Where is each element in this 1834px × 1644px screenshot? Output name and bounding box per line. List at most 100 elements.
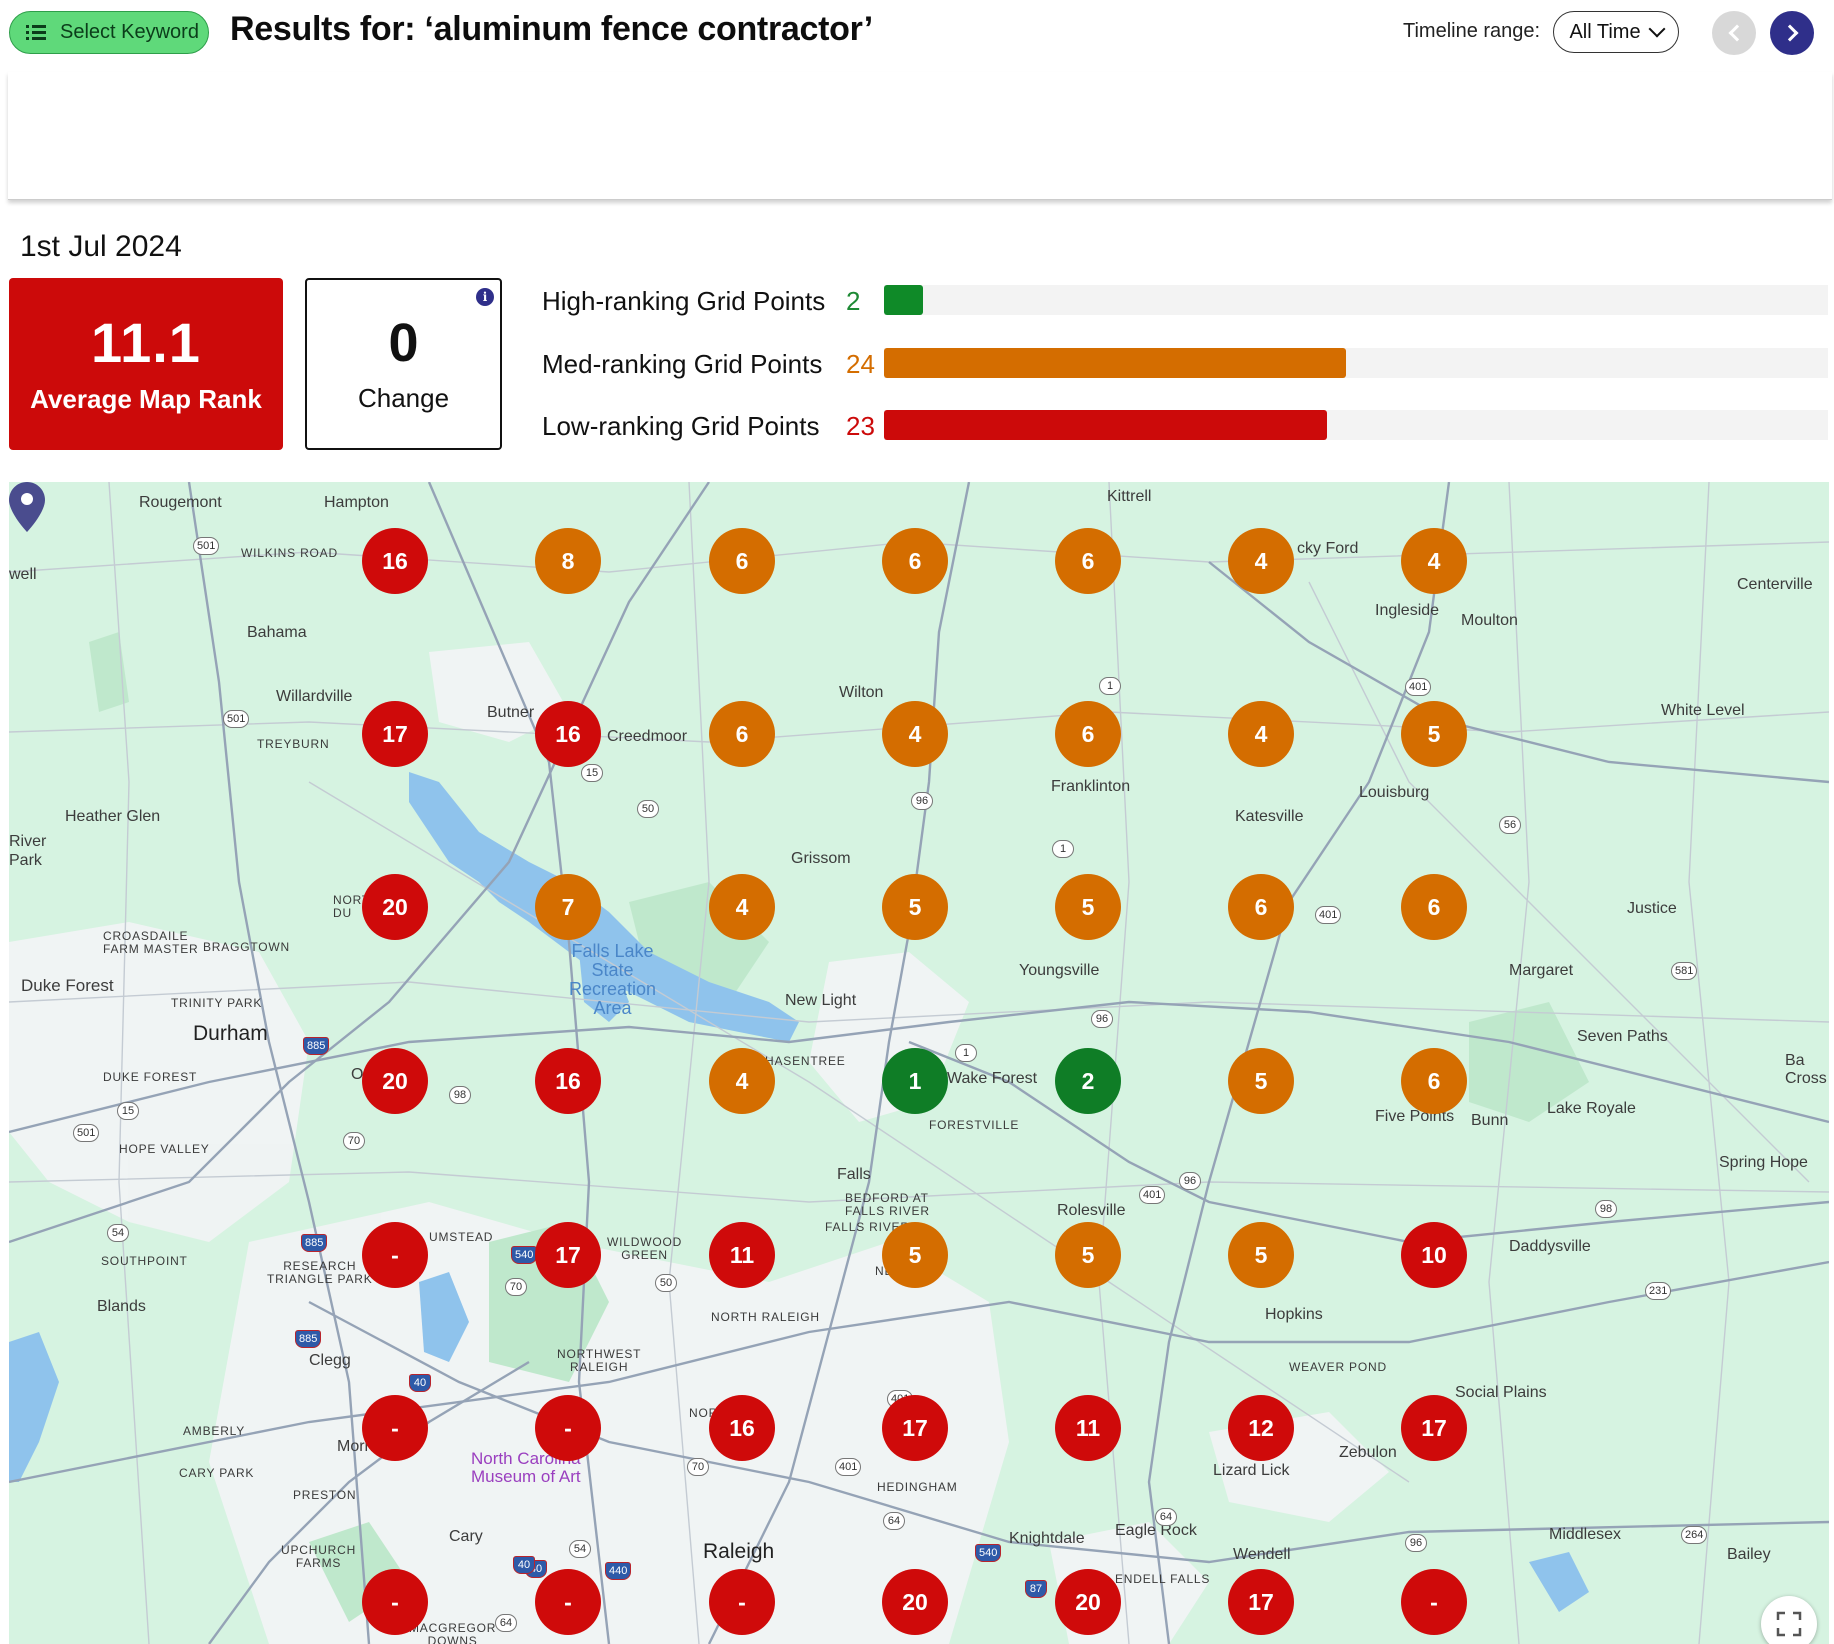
map-background [9, 482, 1829, 1644]
fullscreen-icon [1776, 1611, 1802, 1637]
grid-point-rank[interactable]: 1 [882, 1048, 948, 1114]
grid-point-rank[interactable]: 4 [709, 874, 775, 940]
route-shield-icon: 501 [193, 537, 220, 555]
route-shield-icon: 1 [955, 1044, 977, 1062]
previous-date-button[interactable] [1712, 11, 1756, 55]
route-shield-icon: 401 [1315, 906, 1342, 924]
route-shield-icon: 885 [303, 1037, 330, 1055]
place-label: Falls Lake State Recreation Area [569, 941, 657, 1018]
place-label: NORTH RALEIGH [711, 1310, 820, 1324]
report-date: 1st Jul 2024 [20, 230, 182, 263]
grid-point-rank[interactable]: 16 [535, 1048, 601, 1114]
fullscreen-button[interactable] [1761, 1596, 1817, 1644]
grid-point-rank[interactable]: 4 [1228, 701, 1294, 767]
route-shield-icon: 1 [1052, 840, 1074, 858]
place-label: DUKE FOREST [103, 1070, 198, 1084]
high-ranking-row: High-ranking Grid Points 2 [542, 282, 1832, 322]
chevron-down-icon [1648, 20, 1666, 38]
grid-point-rank[interactable]: 4 [1228, 528, 1294, 594]
route-shield-icon: 64 [883, 1512, 905, 1530]
place-label: Bailey [1727, 1546, 1771, 1563]
place-label: Raleigh [703, 1540, 775, 1563]
route-shield-icon: 15 [581, 764, 603, 782]
info-icon[interactable]: i [476, 288, 494, 306]
grid-point-rank[interactable]: 11 [1055, 1395, 1121, 1461]
grid-point-rank[interactable]: 20 [1055, 1569, 1121, 1635]
place-label: New Light [785, 992, 857, 1009]
grid-point-rank[interactable]: - [535, 1569, 601, 1635]
place-label: Social Plains [1455, 1384, 1547, 1401]
grid-point-rank[interactable]: 6 [882, 528, 948, 594]
route-shield-icon: 70 [505, 1278, 527, 1296]
grid-point-rank[interactable]: 17 [535, 1222, 601, 1288]
grid-point-rank[interactable]: 20 [362, 874, 428, 940]
grid-point-rank[interactable]: 5 [1055, 874, 1121, 940]
route-shield-icon: 401 [1405, 678, 1432, 696]
med-ranking-label: Med-ranking Grid Points [542, 349, 823, 379]
grid-point-rank[interactable]: 8 [535, 528, 601, 594]
place-label: BRAGGTOWN [203, 940, 290, 954]
grid-point-rank[interactable]: 17 [882, 1395, 948, 1461]
place-label: Franklinton [1051, 778, 1131, 795]
grid-point-rank[interactable]: 5 [1401, 701, 1467, 767]
route-shield-icon: 64 [1155, 1508, 1177, 1526]
next-date-button[interactable] [1770, 11, 1814, 55]
top-bar: Select Keyword Results for: ‘aluminum fe… [0, 0, 1834, 64]
place-label: Rolesville [1057, 1202, 1126, 1219]
place-label: Centerville [1737, 576, 1813, 593]
place-label: Rougemont [139, 494, 222, 511]
grid-point-rank[interactable]: 6 [1401, 1048, 1467, 1114]
select-keyword-button[interactable]: Select Keyword [9, 11, 209, 54]
list-icon [26, 24, 46, 41]
grid-point-rank[interactable]: 11 [709, 1222, 775, 1288]
timeline-range-select[interactable]: All Time [1553, 11, 1679, 53]
grid-point-rank[interactable]: 17 [1401, 1395, 1467, 1461]
place-label: cky Ford [1297, 540, 1359, 557]
grid-point-rank[interactable]: 6 [709, 528, 775, 594]
grid-point-rank[interactable]: 4 [882, 701, 948, 767]
grid-point-rank[interactable]: 5 [1055, 1222, 1121, 1288]
business-location-pin-icon[interactable] [9, 482, 45, 532]
grid-point-rank[interactable]: 2 [1055, 1048, 1121, 1114]
grid-point-rank[interactable]: 17 [1228, 1569, 1294, 1635]
place-label: White Level [1661, 702, 1745, 719]
grid-point-rank[interactable]: 16 [362, 528, 428, 594]
place-label: NORT DU [333, 893, 370, 920]
place-label: Ba Cross [1785, 1052, 1827, 1087]
grid-point-rank[interactable]: 5 [1228, 1048, 1294, 1114]
grid-point-rank[interactable]: - [362, 1222, 428, 1288]
grid-point-rank[interactable]: - [1401, 1569, 1467, 1635]
route-shield-icon: 501 [73, 1124, 100, 1142]
grid-point-rank[interactable]: 6 [1228, 874, 1294, 940]
grid-point-rank[interactable]: 6 [709, 701, 775, 767]
grid-point-rank[interactable]: 20 [362, 1048, 428, 1114]
grid-point-rank[interactable]: 4 [1401, 528, 1467, 594]
grid-point-rank[interactable]: 10 [1401, 1222, 1467, 1288]
grid-point-rank[interactable]: 6 [1055, 528, 1121, 594]
place-label: River Park [9, 833, 47, 869]
rank-grid-map[interactable]: Rougemont Hampton WILKINS ROAD well Baha… [9, 482, 1829, 1644]
place-label: SOUTHPOINT [101, 1254, 188, 1268]
place-label: UMSTEAD [429, 1230, 494, 1244]
grid-point-rank[interactable]: 16 [709, 1395, 775, 1461]
place-label: WEAVER POND [1289, 1360, 1387, 1374]
grid-point-rank[interactable]: - [709, 1569, 775, 1635]
place-label: Butner [487, 704, 535, 721]
grid-point-rank[interactable]: 16 [535, 701, 601, 767]
low-ranking-bar [884, 410, 1327, 440]
grid-point-rank[interactable]: 17 [362, 701, 428, 767]
grid-point-rank[interactable]: 4 [709, 1048, 775, 1114]
grid-point-rank[interactable]: 5 [882, 874, 948, 940]
grid-point-rank[interactable]: 6 [1401, 874, 1467, 940]
grid-point-rank[interactable]: 20 [882, 1569, 948, 1635]
grid-point-rank[interactable]: 5 [882, 1222, 948, 1288]
grid-point-rank[interactable]: - [535, 1395, 601, 1461]
grid-point-rank[interactable]: 5 [1228, 1222, 1294, 1288]
grid-point-rank[interactable]: 6 [1055, 701, 1121, 767]
grid-point-rank[interactable]: - [362, 1569, 428, 1635]
grid-point-rank[interactable]: - [362, 1395, 428, 1461]
route-shield-icon: 96 [1179, 1172, 1201, 1190]
grid-point-rank[interactable]: 12 [1228, 1395, 1294, 1461]
grid-point-rank[interactable]: 7 [535, 874, 601, 940]
average-map-rank-label: Average Map Rank [30, 384, 262, 414]
